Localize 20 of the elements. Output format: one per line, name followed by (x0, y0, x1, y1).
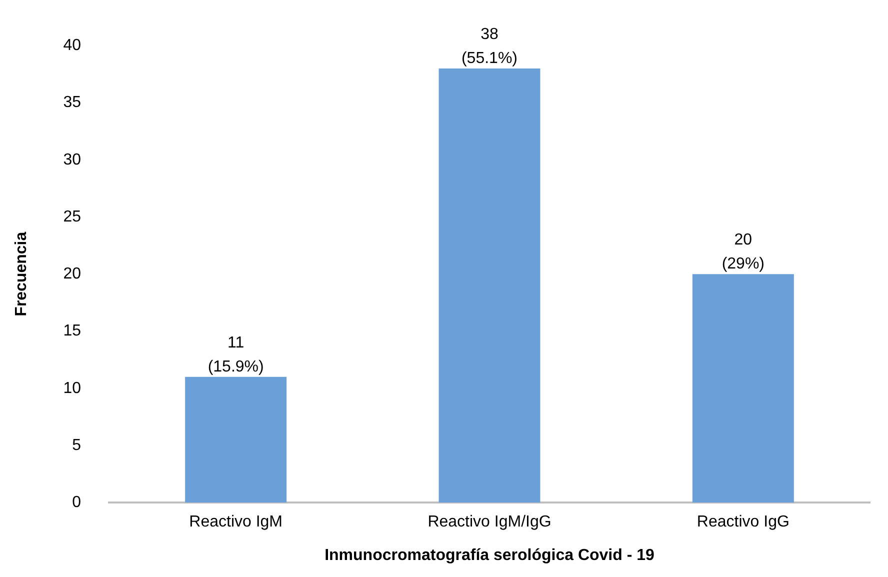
y-tick-label: 25 (63, 208, 82, 226)
x-tick-label: Reactivo IgM (189, 514, 283, 531)
y-tick-label: 20 (63, 266, 82, 283)
y-tick-label: 30 (63, 151, 82, 168)
y-axis-title: Frecuencia (13, 232, 30, 316)
bar (692, 274, 794, 503)
data-label: 11 (15.9%) (208, 334, 264, 376)
y-tick-label: 15 (63, 322, 82, 340)
y-tick-label: 10 (63, 380, 82, 397)
bar (185, 376, 287, 503)
x-tick-label: Reactivo IgG (696, 514, 790, 531)
x-tick-label: Reactivo IgM/IgG (428, 514, 552, 531)
data-label: 20 (29%) (722, 232, 765, 273)
y-tick-label: 40 (63, 37, 82, 54)
x-axis-title: Inmunocromatografía serológica Covid - 19 (324, 546, 655, 564)
y-tick-label: 35 (63, 94, 82, 112)
bar (438, 68, 540, 503)
y-tick-label: 0 (72, 494, 82, 512)
data-label: 38 (55.1%) (461, 26, 518, 67)
y-tick-label: 5 (72, 436, 82, 454)
